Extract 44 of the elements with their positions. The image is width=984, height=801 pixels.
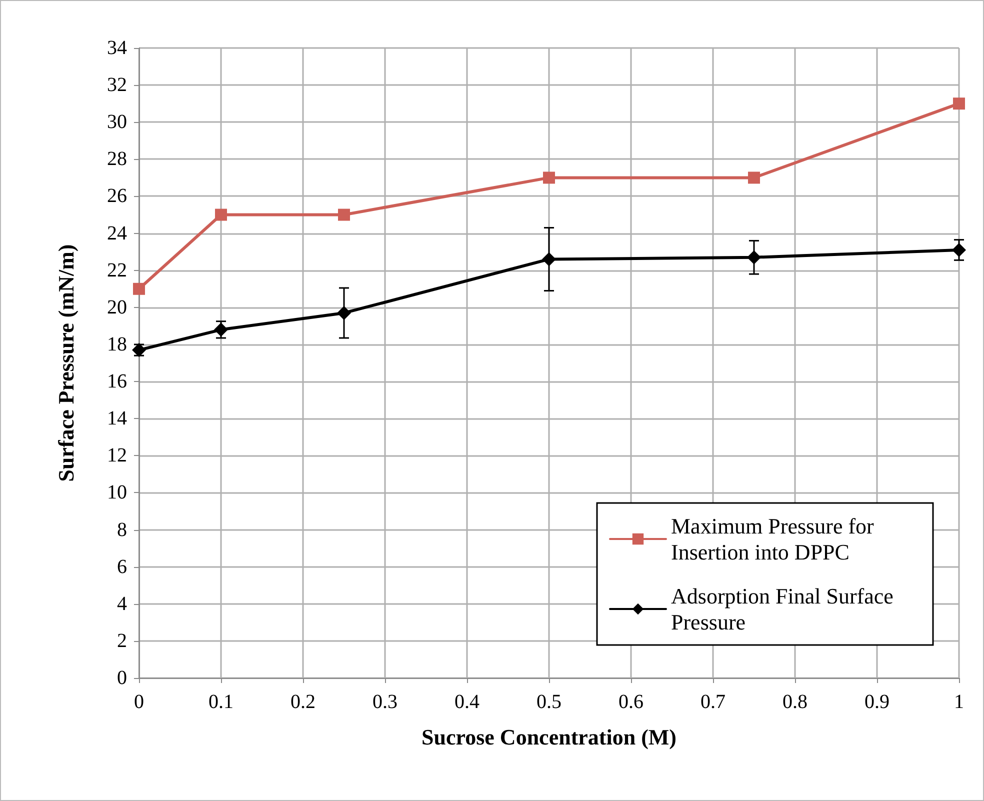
y-tick-label: 32 xyxy=(107,74,127,96)
legend-label: Adsorption Final Surface Pressure xyxy=(671,584,899,634)
x-tick-label: 0.9 xyxy=(864,691,890,713)
point xyxy=(952,242,966,257)
point xyxy=(133,282,145,295)
y-tick-label: 14 xyxy=(107,408,127,430)
y-tick-label: 24 xyxy=(107,222,127,244)
point xyxy=(747,250,761,264)
x-tick-label: 0.3 xyxy=(372,691,398,713)
x-tick-label: 0.2 xyxy=(290,691,316,713)
x-axis-title: Sucrose Concentration (M) xyxy=(422,724,676,750)
point xyxy=(542,252,556,266)
point xyxy=(215,208,227,221)
point xyxy=(748,172,760,184)
y-tick-label: 30 xyxy=(107,111,127,134)
y-tick-label: 10 xyxy=(107,482,127,504)
point xyxy=(543,172,555,184)
y-tick-label: 16 xyxy=(107,370,127,393)
y-tick-label: 8 xyxy=(117,518,127,541)
point xyxy=(953,98,965,110)
legend-label: Maximum Pressure for Insertion into DPPC xyxy=(671,514,880,564)
x-tick-label: 0.4 xyxy=(454,691,480,713)
y-axis-title: Surface Pressure (mN/m) xyxy=(54,244,78,482)
y-tick-label: 0 xyxy=(117,667,127,689)
x-tick-label: 0.6 xyxy=(618,691,644,713)
point xyxy=(132,343,146,358)
y-tick-label: 28 xyxy=(107,148,127,170)
y-tick-label: 18 xyxy=(107,333,127,356)
y-tick-label: 12 xyxy=(107,444,127,467)
y-tick-label: 26 xyxy=(107,185,127,208)
y-tick-label: 22 xyxy=(107,259,127,282)
y-tick-label: 6 xyxy=(117,556,127,578)
x-tick-label: 0.1 xyxy=(208,691,234,713)
x-tick-label: 0.5 xyxy=(536,691,562,713)
y-tick-label: 4 xyxy=(117,592,127,615)
y-tick-label: 2 xyxy=(117,630,127,652)
x-tick-label: 0.8 xyxy=(782,691,808,713)
y-tick-label: 20 xyxy=(107,296,127,318)
point xyxy=(337,306,351,320)
y-tick-label: 34 xyxy=(107,37,127,59)
x-tick-label: 1 xyxy=(954,691,964,713)
x-tick-label: 0.7 xyxy=(700,691,726,713)
point xyxy=(338,208,350,221)
x-tick-label: 0 xyxy=(134,691,144,713)
